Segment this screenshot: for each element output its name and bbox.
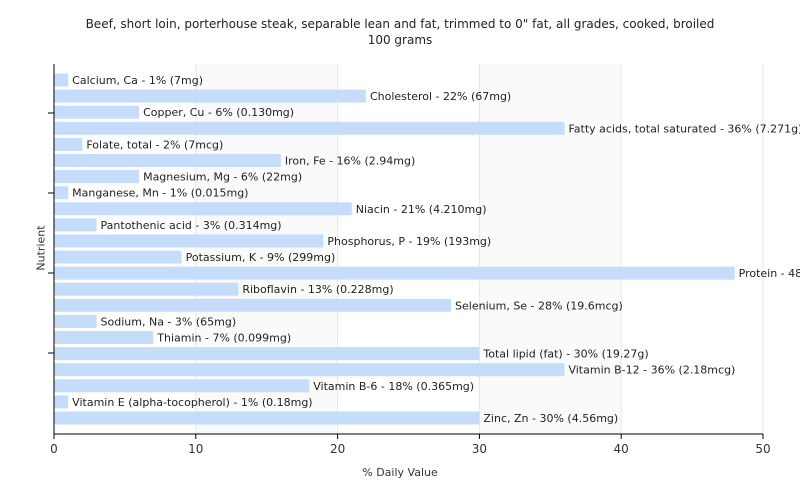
- chart-subtitle: 100 grams: [367, 33, 433, 47]
- bar: [54, 105, 140, 119]
- x-tick-label: 0: [50, 442, 58, 456]
- bar-label: Fatty acids, total saturated - 36% (7.27…: [568, 122, 800, 135]
- bar: [54, 73, 69, 87]
- bar-label: Sodium, Na - 3% (65mg): [101, 315, 237, 328]
- plot-band: [621, 64, 763, 434]
- bar: [54, 186, 69, 200]
- x-axis-title: % Daily Value: [362, 466, 438, 479]
- plot-band: [54, 64, 196, 434]
- bar: [54, 202, 352, 216]
- y-axis-title: Nutrient: [34, 225, 48, 271]
- x-tick-label: 10: [188, 442, 203, 456]
- bar-label: Copper, Cu - 6% (0.130mg): [143, 106, 294, 119]
- bar-label: Iron, Fe - 16% (2.94mg): [285, 154, 415, 167]
- bar: [54, 363, 565, 377]
- bar: [54, 234, 324, 248]
- bar: [54, 153, 281, 167]
- bar-label: Manganese, Mn - 1% (0.015mg): [72, 187, 248, 200]
- bar: [54, 395, 69, 409]
- bar-label: Potassium, K - 9% (299mg): [186, 251, 336, 264]
- bar-label: Calcium, Ca - 1% (7mg): [72, 74, 203, 87]
- bar-label: Thiamin - 7% (0.099mg): [156, 332, 291, 345]
- bar: [54, 347, 480, 361]
- x-tick-label: 40: [614, 442, 629, 456]
- bar: [54, 137, 83, 151]
- bar: [54, 266, 735, 280]
- plot-band: [195, 64, 338, 434]
- bar-label: Pantothenic acid - 3% (0.314mg): [101, 219, 282, 232]
- bar-label: Folate, total - 2% (7mcg): [86, 138, 223, 151]
- bar: [54, 121, 565, 135]
- bar-label: Zinc, Zn - 30% (4.56mg): [483, 412, 618, 425]
- bar: [54, 379, 310, 393]
- bar-label: Selenium, Se - 28% (19.6mcg): [455, 299, 623, 312]
- bar: [54, 282, 239, 296]
- bar: [54, 331, 154, 345]
- bar-label: Vitamin E (alpha-tocopherol) - 1% (0.18m…: [72, 396, 312, 409]
- plot-band: [337, 64, 480, 434]
- bar-label: Magnesium, Mg - 6% (22mg): [143, 171, 302, 184]
- bar-label: Vitamin B-12 - 36% (2.18mcg): [568, 364, 735, 377]
- bar-label: Niacin - 21% (4.210mg): [356, 203, 487, 216]
- bar-label: Total lipid (fat) - 30% (19.27g): [482, 348, 648, 361]
- x-tick-label: 20: [330, 442, 345, 456]
- bar: [54, 170, 140, 184]
- bar-label: Riboflavin - 13% (0.228mg): [242, 283, 393, 296]
- bar: [54, 298, 452, 312]
- bar: [54, 250, 182, 264]
- bar: [54, 411, 480, 425]
- bar-label: Vitamin B-6 - 18% (0.365mg): [313, 380, 474, 393]
- bar-label: Phosphorus, P - 19% (193mg): [327, 235, 491, 248]
- x-tick-label: 50: [755, 442, 770, 456]
- chart-title: Beef, short loin, porterhouse steak, sep…: [85, 17, 715, 31]
- plot-band: [479, 64, 622, 434]
- bar-label: Protein - 48% (23.96g): [739, 267, 800, 280]
- bar: [54, 314, 97, 328]
- bar-label: Cholesterol - 22% (67mg): [370, 90, 511, 103]
- bar: [54, 89, 366, 103]
- bar: [54, 218, 97, 232]
- x-tick-label: 30: [472, 442, 487, 456]
